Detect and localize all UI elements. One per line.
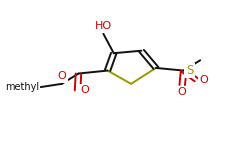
Text: O: O	[178, 87, 186, 97]
Text: O: O	[58, 71, 66, 81]
Text: O: O	[81, 85, 90, 95]
Text: O: O	[199, 75, 208, 85]
Text: S: S	[186, 64, 193, 77]
Text: HO: HO	[95, 21, 112, 31]
Text: methyl: methyl	[5, 82, 39, 92]
